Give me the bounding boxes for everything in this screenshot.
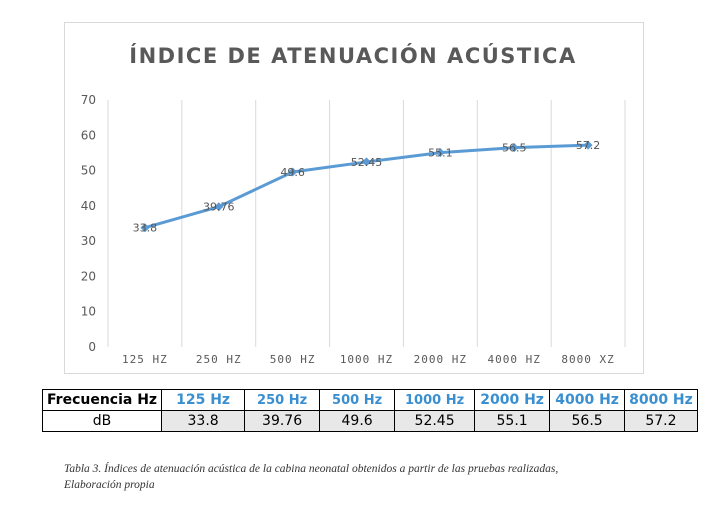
y-tick-label: 40 — [81, 199, 96, 213]
caption-line-2: Elaboración propia — [64, 479, 155, 491]
data-label: 49.6 — [280, 166, 305, 179]
chart-title: ÍNDICE DE ATENUACIÓN ACÚSTICA — [129, 43, 576, 68]
data-label: 52.45 — [351, 156, 383, 169]
value-cell-2000: 55.1 — [474, 410, 551, 432]
line-chart: ÍNDICE DE ATENUACIÓN ACÚSTICA 0 10 20 30 40 5… — [81, 43, 626, 366]
data-point-marker — [140, 223, 150, 233]
table-caption: Tabla 3. Índices de atenuación acústica … — [64, 461, 704, 493]
y-tick-label: 0 — [88, 340, 96, 354]
freq-cell-1000: 1000 Hz — [394, 389, 476, 411]
data-point-marker — [509, 143, 519, 153]
data-label: 56.5 — [502, 142, 527, 155]
data-label: 57.2 — [576, 139, 601, 152]
value-cell-125: 33.8 — [161, 410, 246, 432]
series-layer — [140, 140, 593, 233]
freq-cell-125: 125 Hz — [161, 389, 246, 411]
x-tick-label: 2000 HZ — [414, 353, 467, 366]
x-tick-label: 500 HZ — [270, 353, 316, 366]
header-label-cell: Frecuencia Hz — [41, 389, 163, 411]
y-axis-ticks: 0 10 20 30 40 50 60 70 — [81, 93, 96, 354]
freq-cell-500: 500 Hz — [319, 389, 396, 411]
x-tick-label: 8000 XZ — [561, 353, 614, 366]
data-label-layer: 33.8 39.76 49.6 52.45 55.1 56.5 57.2 — [133, 139, 601, 235]
grid-layer — [107, 100, 626, 347]
data-point-marker — [288, 167, 298, 177]
y-tick-label: 70 — [81, 93, 96, 107]
data-point-marker — [583, 140, 593, 150]
value-cell-250: 39.76 — [244, 410, 321, 432]
y-tick-label: 60 — [81, 128, 96, 142]
y-tick-label: 50 — [81, 164, 96, 178]
value-cell-4000: 56.5 — [549, 410, 626, 432]
data-point-marker — [214, 202, 224, 212]
freq-cell-8000: 8000 Hz — [624, 389, 698, 411]
value-cell-500: 49.6 — [319, 410, 396, 432]
table-header-row: Frecuencia Hz 125 Hz 250 Hz 500 Hz 1000 … — [41, 389, 698, 411]
caption-line-1: Tabla 3. Índices de atenuación acústica … — [64, 463, 559, 475]
y-tick-label: 10 — [81, 305, 96, 319]
x-tick-label: 125 HZ — [122, 353, 168, 366]
table-value-row: dB 33.8 39.76 49.6 52.45 55.1 56.5 57.2 — [41, 410, 698, 432]
y-tick-label: 30 — [81, 234, 96, 248]
data-label: 33.8 — [133, 222, 158, 235]
value-cell-1000: 52.45 — [394, 410, 476, 432]
x-tick-label: 1000 HZ — [340, 353, 393, 366]
data-label: 55.1 — [428, 147, 453, 160]
x-tick-label: 4000 HZ — [488, 353, 541, 366]
frequency-table: Frecuencia Hz 125 Hz 250 Hz 500 Hz 1000 … — [41, 389, 698, 432]
freq-cell-2000: 2000 Hz — [474, 389, 551, 411]
data-point-marker — [362, 157, 371, 167]
row-label-cell: dB — [41, 410, 163, 432]
y-tick-label: 20 — [81, 269, 96, 283]
data-point-marker — [435, 148, 445, 158]
chart-frame — [64, 22, 644, 374]
freq-cell-4000: 4000 Hz — [549, 389, 626, 411]
x-tick-label: 250 HZ — [196, 353, 242, 366]
data-label: 39.76 — [203, 201, 235, 214]
value-cell-8000: 57.2 — [624, 410, 698, 432]
freq-cell-250: 250 Hz — [244, 389, 321, 411]
x-axis-ticks: 125 HZ 250 HZ 500 HZ 1000 HZ 2000 HZ 4000 HZ 8… — [122, 353, 614, 366]
